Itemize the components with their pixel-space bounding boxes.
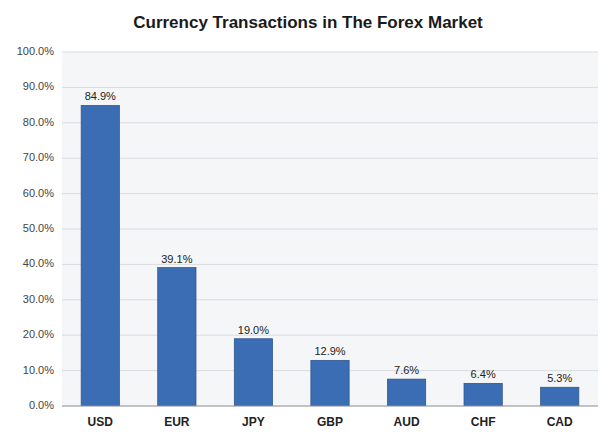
y-tick-label: 100.0% bbox=[17, 45, 55, 57]
bar bbox=[158, 268, 196, 406]
bar bbox=[234, 339, 272, 406]
y-tick-label: 80.0% bbox=[23, 116, 54, 128]
y-tick-label: 90.0% bbox=[23, 80, 54, 92]
data-label: 5.3% bbox=[547, 372, 572, 384]
data-label: 6.4% bbox=[471, 368, 496, 380]
data-label: 19.0% bbox=[238, 324, 269, 336]
chart-container: 0.0% 10.0% 20.0% 30.0% 40.0% 50.0% 60.0% 70.0% 8… bbox=[0, 0, 616, 446]
data-label: 84.9% bbox=[85, 90, 116, 102]
plot-area bbox=[62, 52, 598, 406]
x-tick-label: AUD bbox=[394, 415, 420, 429]
x-axis-line bbox=[62, 406, 598, 407]
grid-line bbox=[62, 122, 598, 123]
y-tick-label: 30.0% bbox=[23, 293, 54, 305]
bars bbox=[81, 105, 579, 406]
grid-line bbox=[62, 87, 598, 88]
grid bbox=[62, 52, 598, 406]
grid-line bbox=[62, 406, 598, 407]
y-axis: 0.0% 10.0% 20.0% 30.0% 40.0% 50.0% 60.0% 70.0% 8… bbox=[17, 45, 55, 411]
bar bbox=[81, 105, 119, 406]
y-tick-label: 50.0% bbox=[23, 222, 54, 234]
y-tick-label: 20.0% bbox=[23, 328, 54, 340]
bar bbox=[311, 360, 349, 406]
grid-line bbox=[62, 335, 598, 336]
grid-line bbox=[62, 264, 598, 265]
y-tick-label: 70.0% bbox=[23, 151, 54, 163]
y-tick-label: 10.0% bbox=[23, 364, 54, 376]
y-tick-label: 60.0% bbox=[23, 187, 54, 199]
y-tick-label: 0.0% bbox=[29, 399, 54, 411]
x-axis: USD EUR JPY GBP AUD CHF CAD bbox=[88, 415, 573, 429]
x-tick-label: GBP bbox=[317, 415, 343, 429]
bar bbox=[387, 379, 425, 406]
x-tick-label: USD bbox=[88, 415, 114, 429]
grid-line bbox=[62, 52, 598, 53]
y-tick-label: 40.0% bbox=[23, 257, 54, 269]
data-label: 12.9% bbox=[314, 345, 345, 357]
data-label: 7.6% bbox=[394, 364, 419, 376]
background bbox=[0, 0, 616, 446]
bar bbox=[541, 387, 579, 406]
x-tick-label: EUR bbox=[164, 415, 190, 429]
grid-line bbox=[62, 299, 598, 300]
x-tick-label: CAD bbox=[547, 415, 573, 429]
bar bbox=[464, 383, 502, 406]
x-tick-label: JPY bbox=[242, 415, 265, 429]
grid-line bbox=[62, 193, 598, 194]
grid-line bbox=[62, 158, 598, 159]
chart: 0.0% 10.0% 20.0% 30.0% 40.0% 50.0% 60.0% 70.0% 8… bbox=[0, 0, 616, 446]
grid-line bbox=[62, 229, 598, 230]
data-label: 39.1% bbox=[161, 253, 192, 265]
data-labels: 84.9% 39.1% 19.0% 12.9% 7.6% 6.4% 5.3% bbox=[85, 90, 573, 384]
x-tick-label: CHF bbox=[471, 415, 496, 429]
title: Currency Transactions in The Forex Marke… bbox=[133, 13, 483, 32]
